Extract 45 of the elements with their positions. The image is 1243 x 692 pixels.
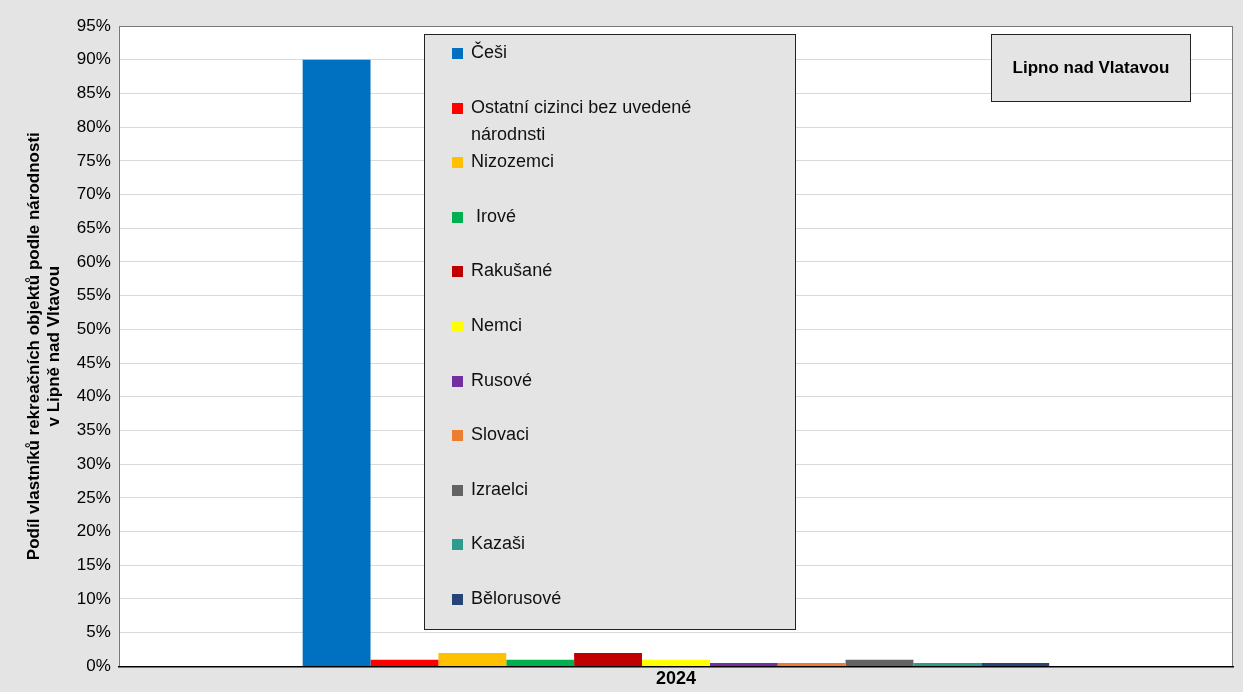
y-tick-label: 5% bbox=[86, 622, 111, 642]
y-axis-title: Podíl vlastníků rekreačních objektů podle národnosti v Lipně nad Vltavou bbox=[23, 132, 64, 561]
legend-label: Ostatní cizinci bez uvedené národnsti bbox=[471, 96, 693, 144]
y-tick-label: 55% bbox=[76, 285, 111, 305]
y-tick-label: 60% bbox=[76, 251, 111, 271]
y-tick-label: 85% bbox=[76, 83, 111, 103]
legend-label: Izraelci bbox=[471, 478, 529, 499]
y-tick-label: 0% bbox=[86, 656, 111, 676]
bar bbox=[302, 59, 371, 666]
bar bbox=[709, 663, 778, 666]
bar bbox=[845, 659, 914, 666]
y-tick-label: 50% bbox=[76, 319, 111, 339]
bar bbox=[370, 659, 439, 666]
y-tick-label: 35% bbox=[76, 420, 111, 440]
y-tick-label: 20% bbox=[76, 521, 111, 541]
bar bbox=[981, 663, 1050, 666]
y-tick-label: 70% bbox=[76, 184, 111, 204]
x-tick-label: 2024 bbox=[655, 668, 696, 689]
bar bbox=[574, 652, 642, 666]
y-tick-label: 45% bbox=[76, 352, 111, 372]
bar bbox=[913, 663, 982, 666]
legend-label: Rusové bbox=[471, 369, 533, 390]
y-tick-label: 75% bbox=[76, 150, 111, 170]
y-tick-label: 40% bbox=[76, 386, 111, 406]
legend-label: Slovaci bbox=[471, 424, 530, 445]
y-tick-label: 80% bbox=[76, 116, 111, 136]
y-tick-label: 65% bbox=[76, 217, 111, 237]
y-tick-label: 25% bbox=[76, 487, 111, 507]
legend-label: Rakušané bbox=[471, 260, 553, 281]
legend-label: Irové bbox=[475, 205, 517, 226]
bar bbox=[506, 659, 575, 666]
legend-label: Češi bbox=[471, 42, 508, 62]
bar bbox=[777, 663, 846, 666]
legend-label: Kazaši bbox=[471, 533, 526, 554]
legend-label: Bělorusové bbox=[471, 587, 562, 608]
legend-label: Nizozemci bbox=[471, 151, 555, 172]
y-tick-label: 30% bbox=[76, 453, 111, 473]
y-tick-label: 10% bbox=[76, 588, 111, 608]
legend-label: Nemci bbox=[471, 314, 523, 335]
bar bbox=[438, 652, 507, 666]
y-tick-label: 90% bbox=[76, 49, 111, 69]
bar bbox=[641, 659, 710, 666]
text-box: Lipno nad Vlatavou bbox=[991, 34, 1191, 102]
y-tick-label: 95% bbox=[76, 15, 111, 35]
y-tick-label: 15% bbox=[76, 554, 111, 574]
